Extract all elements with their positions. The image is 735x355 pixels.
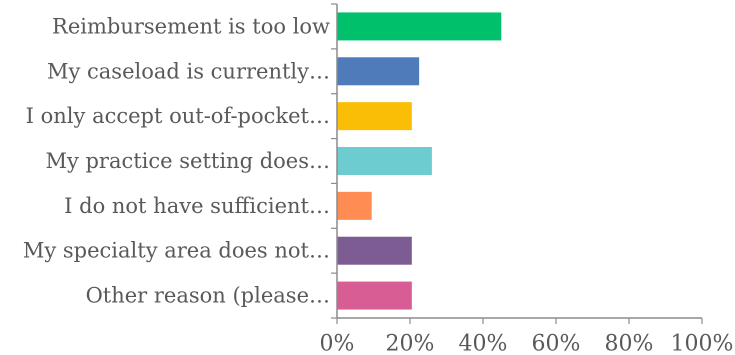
category-label-1: My caseload is currently… — [47, 59, 330, 83]
bar-0 — [337, 12, 502, 41]
bars-group — [337, 12, 502, 310]
axes-group — [331, 3, 703, 324]
x-tick-labels: 0% 20% 40% 60% 80% 100% — [320, 332, 734, 355]
category-label-5: My specialty area does not… — [23, 239, 330, 263]
bar-5 — [337, 236, 412, 265]
x-tick-label-3: 60% — [532, 332, 581, 355]
category-label-6: Other reason (please… — [86, 284, 330, 308]
x-tick-label-1: 20% — [386, 332, 435, 355]
bar-4 — [337, 191, 372, 220]
bar-2 — [337, 102, 412, 131]
x-tick-label-4: 80% — [605, 332, 654, 355]
category-label-4: I do not have sufficient… — [64, 194, 330, 218]
bar-6 — [337, 281, 412, 310]
category-label-2: I only accept out-of-pocket… — [26, 104, 330, 128]
x-tick-label-5: 100% — [671, 332, 734, 355]
x-tick-label-2: 40% — [459, 332, 508, 355]
x-tick-label-0: 0% — [320, 332, 355, 355]
category-label-0: Reimbursement is too low — [52, 14, 330, 38]
category-labels: Reimbursement is too low My caseload is c… — [23, 14, 330, 307]
bar-1 — [337, 57, 420, 86]
category-label-3: My practice setting does… — [45, 149, 330, 173]
bar-3 — [337, 147, 432, 175]
